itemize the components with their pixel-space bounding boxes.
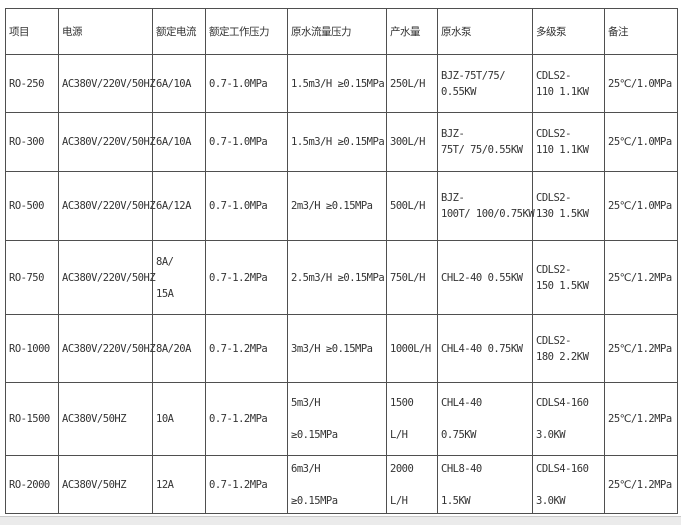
table-cell: 6A/10A: [152, 112, 206, 172]
table-cell: CDLS2- 110 1.1KW: [532, 112, 605, 172]
header-cell: 原水流量压力: [287, 8, 387, 55]
table-cell: AC380V/220V/50HZ: [58, 314, 156, 383]
table-cell: 2m3/H ≥0.15MPa: [287, 171, 387, 241]
table-cell: BJZ- 100T/ 100/0.75KW: [437, 171, 535, 241]
table-row: RO-250 AC380V/220V/50HZ 6A/10A 0.7-1.0MPa 1.…: [5, 54, 678, 113]
table-cell: 750L/H: [386, 240, 438, 315]
table-cell: 6A/10A: [152, 54, 206, 113]
table-cell: 1.5m3/H ≥0.15MPa: [287, 112, 387, 172]
table-row: RO-1000 AC380V/220V/50HZ 8A/20A 0.7-1.2MPa 3…: [5, 314, 678, 383]
table-cell: AC380V/220V/50HZ: [58, 171, 156, 241]
table-row: RO-500 AC380V/220V/50HZ 6A/12A 0.7-1.0MPa 2m…: [5, 171, 678, 241]
table-cell: AC380V/50HZ: [58, 382, 153, 456]
table-cell: RO-250: [5, 54, 59, 113]
table-row: RO-750 AC380V/220V/50HZ 8A/ 15A 0.7-1.2MPa 2…: [5, 240, 678, 315]
table-cell: 6A/12A: [152, 171, 206, 241]
table-cell: CDLS2- 180 2.2KW: [532, 314, 605, 383]
table-cell: CDLS2- 130 1.5KW: [532, 171, 605, 241]
table-cell: CHL4-40 0.75KW: [437, 314, 533, 383]
table-cell: RO-2000: [5, 455, 59, 514]
table-cell: 25℃/1.0MPa: [604, 112, 678, 172]
table-cell: CDLS2- 110 1.1KW: [532, 54, 605, 113]
spec-table: 项目 电源 额定电流 额定工作压力 原水流量压力 产水量 原水泵 多级泵 备注 RO-250 AC…: [5, 8, 678, 514]
table-cell: 25℃/1.2MPa: [604, 240, 678, 315]
table-cell: 0.7-1.0MPa: [205, 112, 288, 172]
table-cell: 500L/H: [386, 171, 438, 241]
table-cell: 6m3/H ≥0.15MPa: [287, 455, 387, 514]
table-cell: 0.7-1.2MPa: [205, 240, 288, 315]
table-cell: RO-750: [5, 240, 59, 315]
header-cell: 产水量: [386, 8, 438, 55]
table-cell: 1.5m3/H ≥0.15MPa: [287, 54, 387, 113]
table-cell: 5m3/H ≥0.15MPa: [287, 382, 387, 456]
table-cell: RO-500: [5, 171, 59, 241]
table-cell: 300L/H: [386, 112, 438, 172]
table-cell: 1000L/H: [386, 314, 438, 383]
table-row: RO-2000 AC380V/50HZ 12A 0.7-1.2MPa 6m3/H ≥0.…: [5, 455, 678, 514]
table-cell: 3m3/H ≥0.15MPa: [287, 314, 387, 383]
table-cell: RO-300: [5, 112, 59, 172]
table-cell: RO-1000: [5, 314, 59, 383]
table-row: RO-1500 AC380V/50HZ 10A 0.7-1.2MPa 5m3/H ≥0.…: [5, 382, 678, 456]
header-row: 项目 电源 额定电流 额定工作压力 原水流量压力 产水量 原水泵 多级泵 备注: [5, 8, 678, 55]
spec-table-header: 项目 电源 额定电流 额定工作压力 原水流量压力 产水量 原水泵 多级泵 备注: [5, 8, 678, 55]
table-cell: 8A/ 15A: [152, 240, 206, 315]
table-cell: 0.7-1.2MPa: [205, 314, 288, 383]
table-row: RO-300 AC380V/220V/50HZ 6A/10A 0.7-1.0MPa 1.…: [5, 112, 678, 172]
table-cell: 250L/H: [386, 54, 438, 113]
table-cell: BJZ-75T/75/ 0.55KW: [437, 54, 533, 113]
table-cell: RO-1500: [5, 382, 59, 456]
bottom-scroll-strip: [0, 516, 681, 525]
table-cell: CHL2-40 0.55KW: [437, 240, 533, 315]
table-cell: 25℃/1.2MPa: [604, 314, 678, 383]
table-cell: 25℃/1.2MPa: [604, 455, 678, 514]
header-cell: 电源: [58, 8, 153, 55]
table-cell: CDLS4-160 3.0KW: [532, 382, 605, 456]
header-cell: 原水泵: [437, 8, 533, 55]
table-cell: 25℃/1.0MPa: [604, 54, 678, 113]
table-cell: 12A: [152, 455, 206, 514]
spec-table-body: RO-250 AC380V/220V/50HZ 6A/10A 0.7-1.0MPa 1.…: [5, 54, 678, 514]
table-cell: AC380V/50HZ: [58, 455, 153, 514]
table-cell: 25℃/1.2MPa: [604, 382, 678, 456]
table-cell: 10A: [152, 382, 206, 456]
table-cell: CDLS4-160 3.0KW: [532, 455, 605, 514]
table-cell: BJZ- 75T/ 75/0.55KW: [437, 112, 533, 172]
header-cell: 额定工作压力: [205, 8, 288, 55]
table-cell: 0.7-1.0MPa: [205, 54, 288, 113]
table-cell: 1500 L/H: [386, 382, 438, 456]
table-cell: 25℃/1.0MPa: [604, 171, 678, 241]
table-cell: CHL8-40 1.5KW: [437, 455, 533, 514]
table-cell: CDLS2- 150 1.5KW: [532, 240, 605, 315]
table-cell: 0.7-1.0MPa: [205, 171, 288, 241]
header-cell: 备注: [604, 8, 678, 55]
table-cell: 2000 L/H: [386, 455, 438, 514]
header-cell: 多级泵: [532, 8, 605, 55]
table-cell: AC380V/220V/50HZ: [58, 240, 156, 315]
table-cell: 8A/20A: [152, 314, 206, 383]
table-cell: AC380V/220V/50HZ: [58, 112, 156, 172]
header-cell: 额定电流: [152, 8, 206, 55]
header-cell: 项目: [5, 8, 59, 55]
table-cell: 0.7-1.2MPa: [205, 455, 288, 514]
table-cell: AC380V/220V/50HZ: [58, 54, 156, 113]
table-cell: CHL4-40 0.75KW: [437, 382, 533, 456]
table-cell: 2.5m3/H ≥0.15MPa: [287, 240, 387, 315]
table-cell: 0.7-1.2MPa: [205, 382, 288, 456]
